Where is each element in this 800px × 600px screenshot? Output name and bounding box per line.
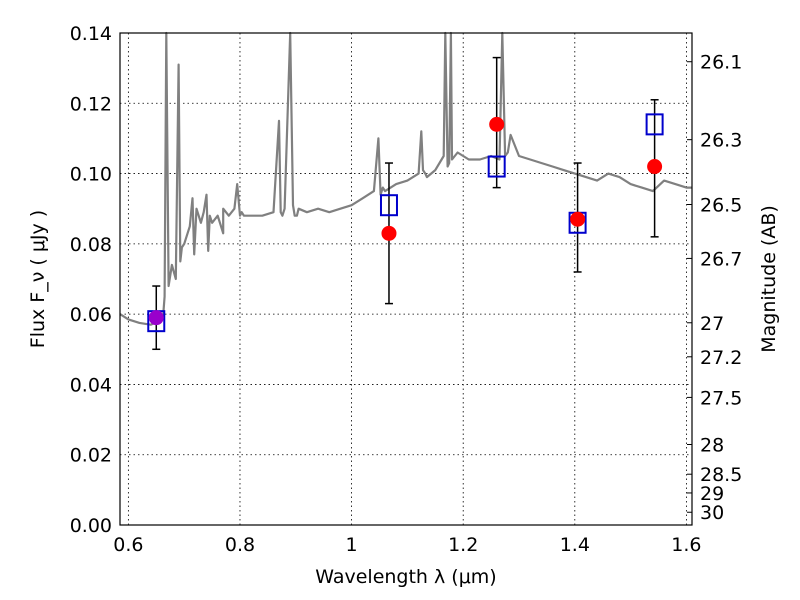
y2-tick-label-2: 26.5 <box>700 194 742 216</box>
y2-tick-label-4: 27 <box>700 313 724 335</box>
y-tick-label-1: 0.02 <box>70 445 112 467</box>
y2-tick-label-10: 30 <box>700 502 724 524</box>
y-tick-label-6: 0.12 <box>70 93 112 115</box>
y-tick-label-5: 0.10 <box>70 164 112 186</box>
x-tick-label-4: 1.4 <box>560 534 590 556</box>
x-axis-label: Wavelength λ (μm) <box>315 566 496 588</box>
plot-frame <box>119 32 693 526</box>
y2-tick-label-7: 28 <box>700 434 724 456</box>
y2-tick-label-9: 29 <box>700 483 724 505</box>
circle-point-4 <box>647 159 663 175</box>
y2-tick-label-3: 26.7 <box>700 248 742 270</box>
spectrum-layer <box>119 31 692 326</box>
spectrum-line <box>119 31 692 326</box>
y2-tick-label-8: 28.5 <box>700 464 742 486</box>
y-tick-label-2: 0.04 <box>70 374 112 396</box>
y2-tick-label-5: 27.2 <box>700 347 742 369</box>
x-tick-label-0: 0.6 <box>113 534 143 556</box>
y-axis-label: Flux F_ν ( μJy ) <box>27 210 49 348</box>
square-point-1 <box>379 194 398 217</box>
error-bars <box>152 56 659 351</box>
y2-tick-label-0: 26.1 <box>700 52 742 74</box>
data-points <box>147 113 664 333</box>
circle-point-2 <box>489 116 505 132</box>
y2-tick-label-1: 26.3 <box>700 130 742 152</box>
x-tick-label-2: 1 <box>346 534 358 556</box>
x-tick-label-5: 1.6 <box>671 534 701 556</box>
y-tick-label-4: 0.08 <box>70 234 112 256</box>
x-tick-label-1: 0.8 <box>225 534 255 556</box>
square-point-4 <box>645 113 664 136</box>
y2-axis-label: Magnitude (AB) <box>758 205 780 353</box>
circle-point-3 <box>570 211 586 227</box>
square-point-2 <box>487 155 506 178</box>
x-tick-labels: 0.6 0.8 1 1.2 1.4 1.6 <box>113 534 701 556</box>
gridlines <box>120 32 692 526</box>
x-tick-label-3: 1.2 <box>448 534 478 556</box>
y-tick-label-3: 0.06 <box>70 304 112 326</box>
y-tick-label-0: 0.00 <box>70 515 112 537</box>
circle-point-1 <box>381 225 397 241</box>
y2-tick-label-6: 27.5 <box>700 387 742 409</box>
y-tick-label-7: 0.14 <box>70 23 112 45</box>
circle-point-0 <box>148 310 164 326</box>
y-tick-labels: 0.00 0.02 0.04 0.06 0.08 0.10 0.12 0.14 <box>70 23 112 537</box>
